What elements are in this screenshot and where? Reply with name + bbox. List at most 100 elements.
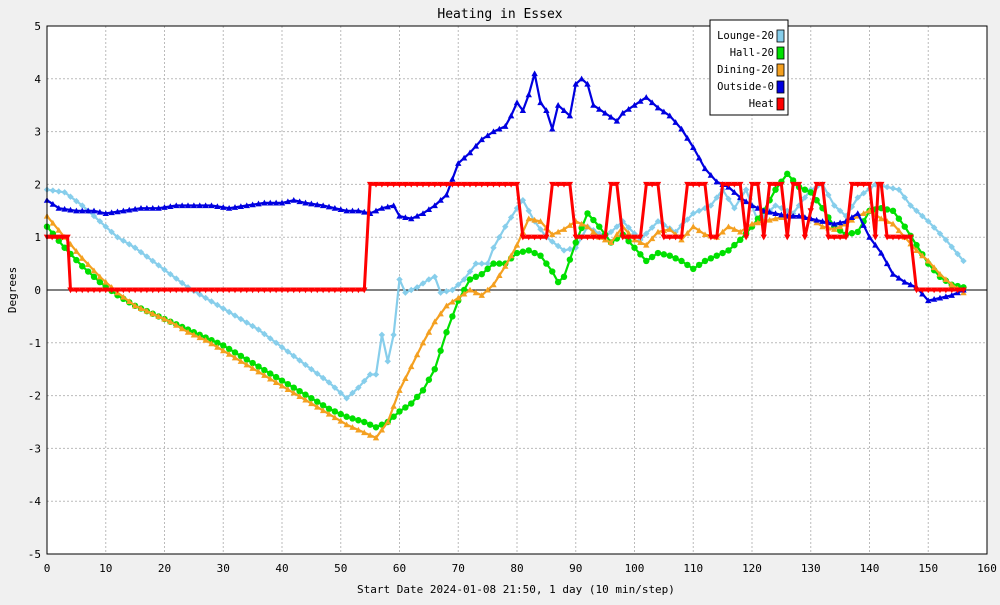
data-point — [813, 197, 820, 204]
data-point — [895, 186, 903, 193]
data-point — [378, 331, 386, 339]
data-point — [919, 252, 926, 259]
data-point — [496, 125, 503, 132]
data-point — [96, 273, 104, 280]
data-point — [419, 210, 427, 216]
data-point — [637, 239, 644, 246]
data-point — [131, 244, 139, 251]
data-point — [625, 224, 632, 231]
data-point — [543, 260, 550, 267]
data-point — [425, 206, 433, 213]
data-point — [284, 198, 292, 205]
y-tick-label: -2 — [28, 390, 41, 403]
data-point — [860, 181, 867, 188]
data-point — [155, 204, 162, 211]
data-point — [713, 252, 720, 259]
data-point — [895, 215, 903, 222]
data-point — [566, 222, 574, 228]
data-point — [54, 234, 61, 241]
data-point — [137, 248, 145, 256]
data-point — [643, 241, 650, 248]
data-point — [308, 395, 315, 402]
data-point — [901, 278, 908, 285]
data-point — [131, 205, 139, 212]
data-point — [243, 319, 250, 326]
data-point — [836, 207, 844, 214]
data-point — [930, 296, 938, 302]
data-point — [484, 181, 491, 188]
data-point — [695, 227, 703, 234]
data-point — [402, 214, 409, 220]
data-point — [431, 202, 438, 209]
data-point — [625, 230, 632, 236]
data-point — [748, 220, 756, 227]
data-point — [525, 247, 532, 254]
data-point — [231, 312, 239, 319]
data-point — [408, 181, 415, 188]
data-point — [325, 410, 333, 417]
data-point — [678, 125, 685, 132]
x-tick-label: 120 — [742, 562, 762, 575]
data-point — [554, 228, 562, 235]
data-point — [425, 181, 433, 188]
data-point — [460, 154, 468, 161]
data-point — [173, 202, 180, 209]
legend-label: Outside-0 — [717, 81, 774, 93]
data-point — [895, 227, 903, 234]
data-point — [84, 287, 92, 294]
data-point — [631, 234, 638, 241]
data-point — [590, 216, 597, 224]
data-point — [737, 228, 744, 235]
data-point — [59, 234, 66, 241]
data-point — [249, 287, 256, 294]
data-point — [143, 287, 151, 294]
data-point — [507, 181, 515, 188]
data-point — [114, 208, 121, 215]
data-point — [79, 255, 86, 261]
data-point — [572, 80, 579, 87]
data-point — [690, 223, 697, 230]
data-point — [531, 216, 538, 223]
data-point — [854, 181, 861, 188]
data-point — [319, 287, 327, 294]
data-point — [214, 203, 221, 209]
data-point — [831, 220, 838, 227]
data-point — [913, 207, 920, 214]
data-point — [643, 257, 650, 265]
data-point — [355, 384, 362, 391]
data-point — [337, 206, 344, 213]
data-point — [537, 99, 544, 106]
data-point — [267, 335, 274, 342]
x-tick-label: 10 — [99, 562, 112, 575]
data-point — [513, 99, 521, 106]
data-point — [249, 359, 256, 367]
data-point — [290, 384, 297, 391]
data-point — [396, 212, 403, 219]
data-point — [549, 181, 556, 188]
data-point — [654, 104, 662, 111]
data-point — [925, 297, 932, 304]
data-point — [813, 216, 820, 223]
data-point — [149, 204, 156, 211]
data-point — [819, 181, 826, 188]
data-point — [901, 234, 908, 241]
data-point — [355, 417, 362, 424]
data-point — [801, 234, 809, 241]
data-point — [396, 408, 403, 415]
data-point — [73, 248, 80, 254]
data-point — [120, 207, 127, 214]
data-point — [331, 204, 339, 211]
data-point — [930, 287, 938, 294]
data-point — [290, 197, 297, 203]
series-heat — [43, 181, 967, 294]
data-point — [261, 372, 268, 378]
data-point — [666, 234, 673, 241]
data-point — [819, 223, 826, 230]
data-point — [361, 418, 368, 426]
data-point — [836, 219, 844, 226]
data-point — [337, 410, 344, 418]
data-point — [90, 207, 98, 214]
data-point — [126, 287, 133, 294]
data-point — [772, 186, 779, 193]
data-point — [161, 315, 168, 322]
